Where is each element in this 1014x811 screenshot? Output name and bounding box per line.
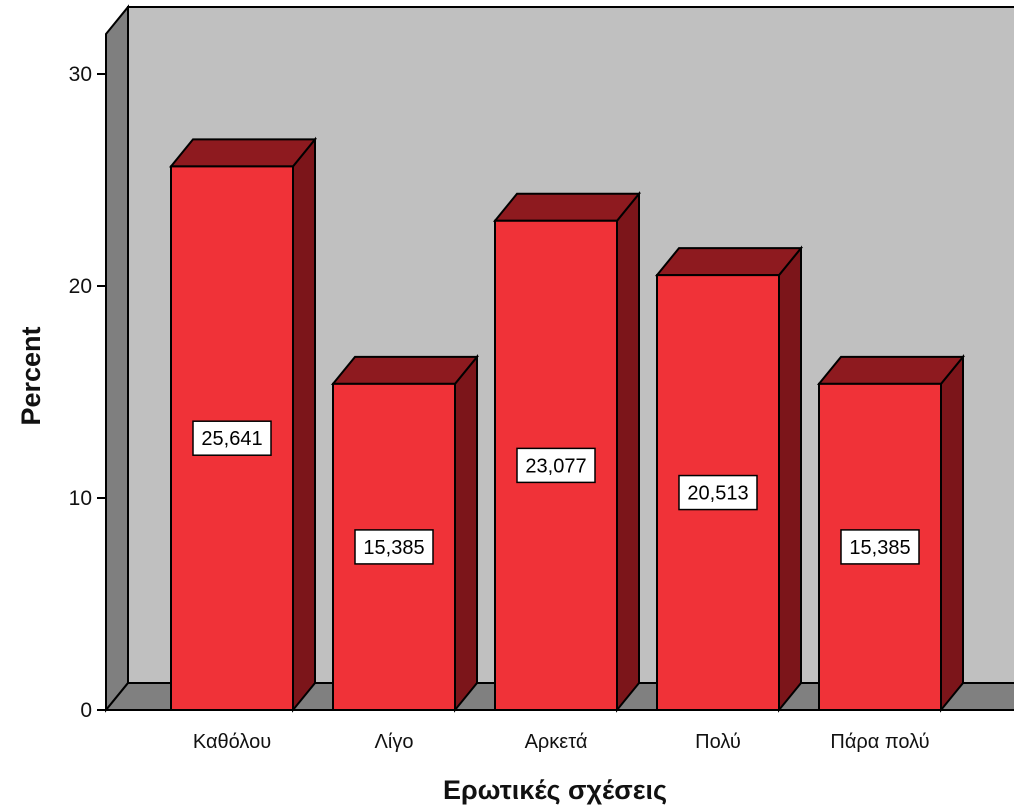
value-labels: 25,641 15,385 23,077 20,513 15,385 [192,420,920,565]
bar-top [168,138,318,168]
left-wall [105,4,129,713]
value-label-box [354,529,434,565]
value-label-box [192,420,272,456]
value-label: 20,513 [687,483,748,505]
value-label-box [840,529,920,565]
y-tick-label: 10 [69,487,92,510]
category-label: Πάρα πολύ [830,731,929,753]
bar-top [330,355,480,385]
y-tick-label: 20 [69,275,92,298]
bar-side [454,354,478,713]
bar [816,354,966,713]
bar-side [616,190,640,713]
category-label: Καθόλου [193,731,271,753]
bar-top [816,355,966,385]
value-label-box [678,474,758,511]
category-label: Αρκετά [525,731,588,753]
bar-side [778,245,802,713]
bar-top [492,192,642,222]
bar [168,136,318,713]
bar-top [654,247,804,277]
x-axis-categories: Καθόλου Λίγο Αρκετά Πολύ Πάρα πολύ [193,731,930,753]
y-tick-label: 30 [69,63,92,86]
bar-front [818,382,942,711]
bar [492,190,642,713]
bar-side [292,136,316,713]
category-label: Λίγο [375,731,414,753]
y-axis: 0 10 20 30 [69,34,107,722]
value-label-box [516,447,596,484]
category-label: Πολύ [695,731,741,753]
bar-side [940,354,964,713]
value-label: 23,077 [525,455,586,477]
value-label: 25,641 [201,428,262,450]
value-label: 15,385 [363,537,424,559]
y-tick-label: 0 [80,699,92,722]
value-label: 15,385 [849,537,910,559]
x-axis-title: Ερωτικές σχέσεις [443,775,667,805]
y-axis-title: Percent [16,326,46,425]
